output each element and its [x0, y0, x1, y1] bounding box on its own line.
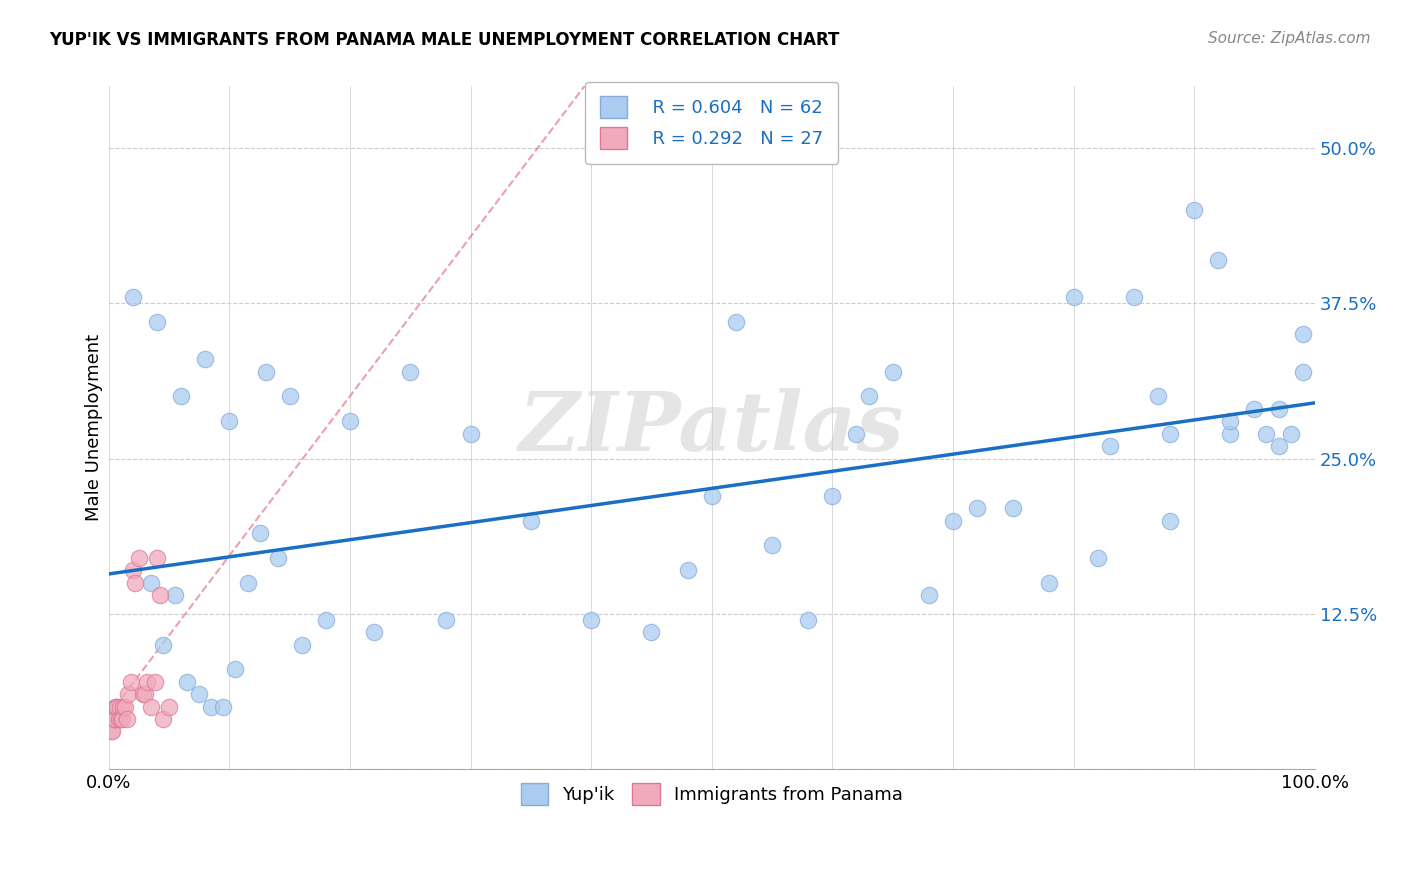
Point [1219, 414, 1241, 428]
Point [436, 613, 458, 627]
Point [105, 699, 128, 714]
Point [845, 426, 868, 441]
Point [966, 501, 988, 516]
Point [139, 575, 162, 590]
Point [1267, 439, 1289, 453]
Point [139, 699, 162, 714]
Point [152, 638, 174, 652]
Point [1267, 401, 1289, 416]
Point [107, 712, 129, 726]
Point [212, 699, 235, 714]
Point [1038, 575, 1060, 590]
Point [579, 613, 602, 627]
Point [339, 414, 361, 428]
Point [640, 625, 662, 640]
Point [1098, 439, 1121, 453]
Point [115, 712, 138, 726]
Point [224, 662, 246, 676]
Point [148, 588, 170, 602]
Point [1279, 426, 1302, 441]
Point [136, 674, 159, 689]
Point [165, 588, 187, 602]
Point [114, 699, 136, 714]
Point [194, 352, 217, 367]
Point [100, 724, 122, 739]
Point [200, 699, 222, 714]
Text: ZIPatlas: ZIPatlas [519, 387, 904, 467]
Point [1291, 327, 1313, 342]
Point [104, 699, 127, 714]
Point [942, 514, 965, 528]
Point [1206, 253, 1229, 268]
Point [1182, 203, 1205, 218]
Point [724, 315, 747, 329]
Point [105, 699, 128, 714]
Point [520, 514, 543, 528]
Point [460, 426, 482, 441]
Point [122, 563, 145, 577]
Point [128, 550, 150, 565]
Point [124, 575, 146, 590]
Y-axis label: Male Unemployment: Male Unemployment [86, 334, 103, 521]
Point [858, 389, 880, 403]
Point [882, 365, 904, 379]
Point [399, 365, 422, 379]
Point [112, 699, 135, 714]
Point [1147, 389, 1170, 403]
Point [152, 712, 174, 726]
Point [266, 550, 288, 565]
Point [146, 550, 169, 565]
Point [134, 687, 156, 701]
Point [918, 588, 941, 602]
Point [797, 613, 820, 627]
Point [363, 625, 385, 640]
Point [315, 613, 337, 627]
Point [278, 389, 301, 403]
Point [1002, 501, 1025, 516]
Point [1063, 290, 1085, 304]
Point [676, 563, 699, 577]
Point [110, 712, 132, 726]
Point [254, 365, 277, 379]
Point [176, 674, 198, 689]
Point [821, 489, 844, 503]
Point [1219, 426, 1241, 441]
Point [1256, 426, 1278, 441]
Point [1159, 514, 1181, 528]
Legend: Yup'ik, Immigrants from Panama: Yup'ik, Immigrants from Panama [512, 774, 912, 814]
Point [131, 687, 153, 701]
Point [1159, 426, 1181, 441]
Point [236, 575, 259, 590]
Point [146, 315, 169, 329]
Point [143, 674, 166, 689]
Point [108, 699, 131, 714]
Point [1291, 365, 1313, 379]
Point [761, 538, 783, 552]
Text: Source: ZipAtlas.com: Source: ZipAtlas.com [1208, 31, 1371, 46]
Point [120, 674, 142, 689]
Point [122, 290, 145, 304]
Point [103, 712, 125, 726]
Point [218, 414, 240, 428]
Point [170, 389, 193, 403]
Point [1122, 290, 1144, 304]
Point [1087, 550, 1109, 565]
Point [291, 638, 314, 652]
Point [104, 712, 127, 726]
Point [157, 699, 180, 714]
Point [117, 687, 139, 701]
Point [700, 489, 723, 503]
Point [101, 724, 124, 739]
Point [111, 712, 134, 726]
Point [1243, 401, 1265, 416]
Point [107, 712, 129, 726]
Text: YUP'IK VS IMMIGRANTS FROM PANAMA MALE UNEMPLOYMENT CORRELATION CHART: YUP'IK VS IMMIGRANTS FROM PANAMA MALE UN… [49, 31, 839, 49]
Point [188, 687, 211, 701]
Point [249, 525, 271, 540]
